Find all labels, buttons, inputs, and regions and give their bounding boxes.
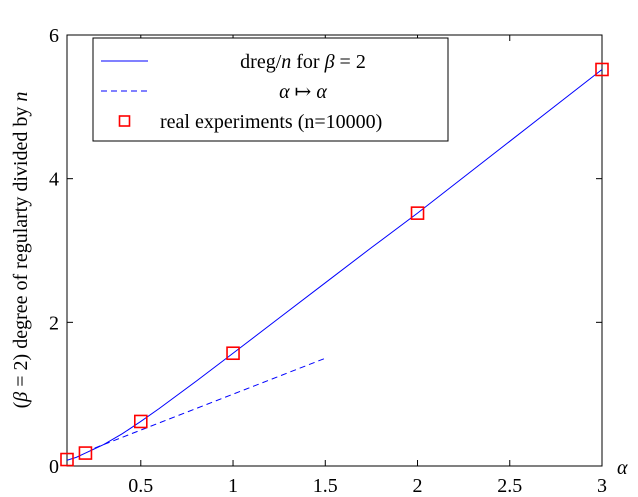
dreg-line <box>66 69 603 461</box>
x-tick-label: 0.5 <box>128 475 153 497</box>
y-tick-label: 6 <box>49 25 59 47</box>
legend-label-part: for <box>291 51 324 73</box>
legend-label-part: real experiments (n=10000) <box>160 111 382 133</box>
legend-label-part: β <box>324 51 335 73</box>
legend-label: α ↦ α <box>279 81 327 103</box>
y-axis-label: (β = 2) degree of regularty divided by n <box>10 92 32 409</box>
x-tick-label: 1.5 <box>313 475 338 497</box>
legend-label-part: α <box>316 81 327 103</box>
x-tick-label: 3 <box>597 475 607 497</box>
y-axis-label-part: n <box>10 92 32 102</box>
x-tick-label: 2.5 <box>497 475 522 497</box>
legend-box <box>92 37 449 142</box>
legend-label-part: dreg/ <box>240 51 282 73</box>
y-axis-label-part: = 2) degree of regularty divided by <box>10 102 32 392</box>
experiment-marker <box>410 206 425 220</box>
experiment-marker <box>78 446 93 460</box>
y-tick-label: 4 <box>49 169 59 191</box>
x-axis-label: α <box>617 457 628 479</box>
experiment-marker <box>595 62 609 77</box>
legend-label-part: n <box>281 51 291 73</box>
experiment-marker <box>226 346 240 361</box>
legend-label: dreg/n for β = 2 <box>240 51 366 73</box>
y-axis-label-part: β <box>10 392 32 403</box>
legend-label: real experiments (n=10000) <box>160 111 382 133</box>
x-tick-label: 2 <box>413 475 423 497</box>
legend-label-part: ↦ <box>290 81 317 103</box>
legend-label-part: α <box>279 81 290 103</box>
y-axis-label-part: ( <box>10 401 32 408</box>
y-tick-label: 2 <box>49 312 59 334</box>
experiment-marker <box>133 414 148 429</box>
legend-label-part: = 2 <box>335 51 366 73</box>
plot-frame <box>66 34 603 467</box>
x-tick-label: 1 <box>228 475 238 497</box>
legend-marker-sample <box>118 115 131 127</box>
identity-line <box>94 357 326 449</box>
experiment-marker <box>60 452 74 467</box>
y-tick-label: 0 <box>49 456 59 478</box>
